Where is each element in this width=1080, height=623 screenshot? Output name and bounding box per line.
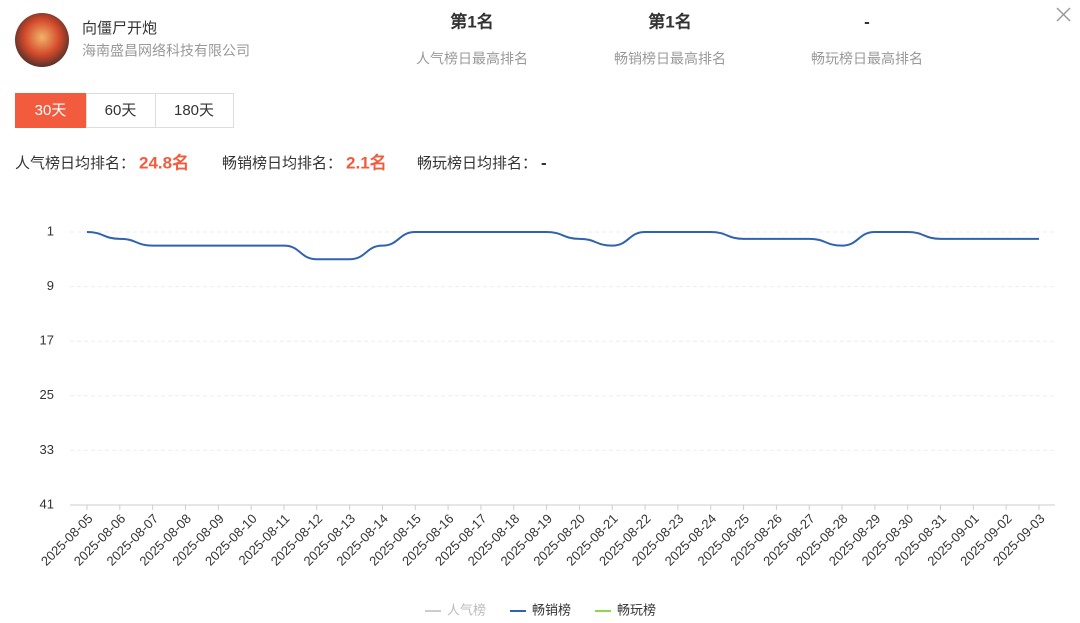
y-tick-label: 25: [40, 387, 54, 402]
app-title: 向僵尸开炮: [82, 20, 157, 37]
stat-value: -: [864, 12, 870, 31]
tab-label[interactable]: 180天: [174, 102, 214, 119]
tab[interactable]: [155, 93, 234, 128]
tab[interactable]: [86, 93, 156, 128]
stat-value: 第1名: [450, 11, 493, 31]
tab[interactable]: [15, 93, 87, 128]
stat-value: 第1名: [648, 11, 691, 31]
tab-label[interactable]: 60天: [105, 102, 137, 119]
legend-label[interactable]: 人气榜: [447, 602, 486, 617]
average-value: -: [541, 153, 547, 172]
stat-label: 畅销榜日最高排名: [614, 51, 726, 67]
y-tick-label: 17: [40, 333, 54, 348]
y-tick-label: 1: [47, 223, 54, 238]
stat-label: 畅玩榜日最高排名: [811, 51, 923, 67]
series-line: [86, 230, 1039, 261]
y-tick-label: 33: [40, 442, 54, 457]
average-label: 畅销榜日均排名：: [222, 155, 342, 172]
average-value: 2.1名: [346, 152, 387, 172]
average-label: 畅玩榜日均排名：: [417, 155, 537, 172]
y-tick-label: 41: [40, 496, 54, 511]
y-tick-label: 9: [47, 278, 54, 293]
stat-label: 人气榜日最高排名: [416, 51, 528, 67]
company: 海南盛昌网络科技有限公司: [82, 43, 250, 59]
average-value: 24.8名: [139, 152, 189, 172]
legend-label[interactable]: 畅玩榜: [617, 602, 656, 617]
close-icon[interactable]: [1056, 7, 1071, 22]
legend-label[interactable]: 畅销榜: [532, 602, 571, 617]
average-label: 人气榜日均排名：: [15, 155, 135, 172]
tab-label[interactable]: 30天: [35, 102, 67, 119]
app-icon: [15, 13, 69, 67]
